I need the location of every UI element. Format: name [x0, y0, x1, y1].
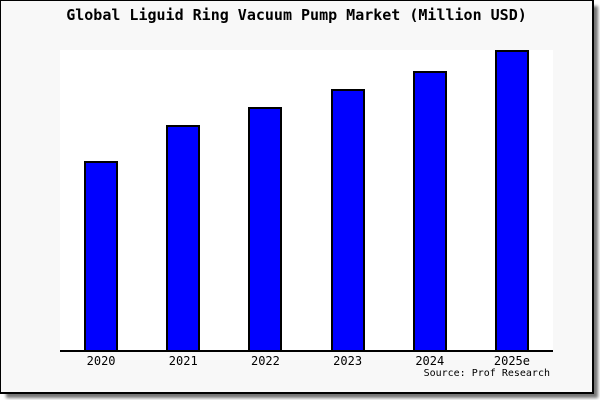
source-note: Source: Prof Research — [423, 368, 550, 379]
bar-2021 — [166, 125, 201, 350]
bar-slot — [389, 50, 471, 350]
x-tick-label: 2022 — [250, 354, 280, 368]
bar-slot — [307, 50, 389, 350]
bar-slot — [142, 50, 224, 350]
bar-2022 — [248, 107, 283, 350]
bar-2023 — [330, 89, 365, 350]
x-tick-label: 2024 — [415, 354, 445, 368]
bar-slot — [224, 50, 306, 350]
x-tick-label: 2025e — [493, 354, 530, 368]
bar-2024 — [412, 71, 447, 350]
x-tick-label: 2023 — [333, 354, 363, 368]
x-tick-label: 2021 — [168, 354, 198, 368]
x-tick-label: 2020 — [86, 354, 116, 368]
bar-slot — [60, 50, 142, 350]
plot-area — [60, 50, 553, 352]
chart-title: Global Liguid Ring Vacuum Pump Market (M… — [66, 6, 527, 24]
chart-card: Global Liguid Ring Vacuum Pump Market (M… — [0, 0, 594, 394]
plot-bars — [60, 50, 553, 350]
bar-slot — [471, 50, 553, 350]
bar-2025e — [494, 50, 529, 350]
x-axis-labels: 2020 2021 2022 2023 2024 2025e — [60, 354, 553, 368]
bar-2020 — [84, 161, 119, 350]
